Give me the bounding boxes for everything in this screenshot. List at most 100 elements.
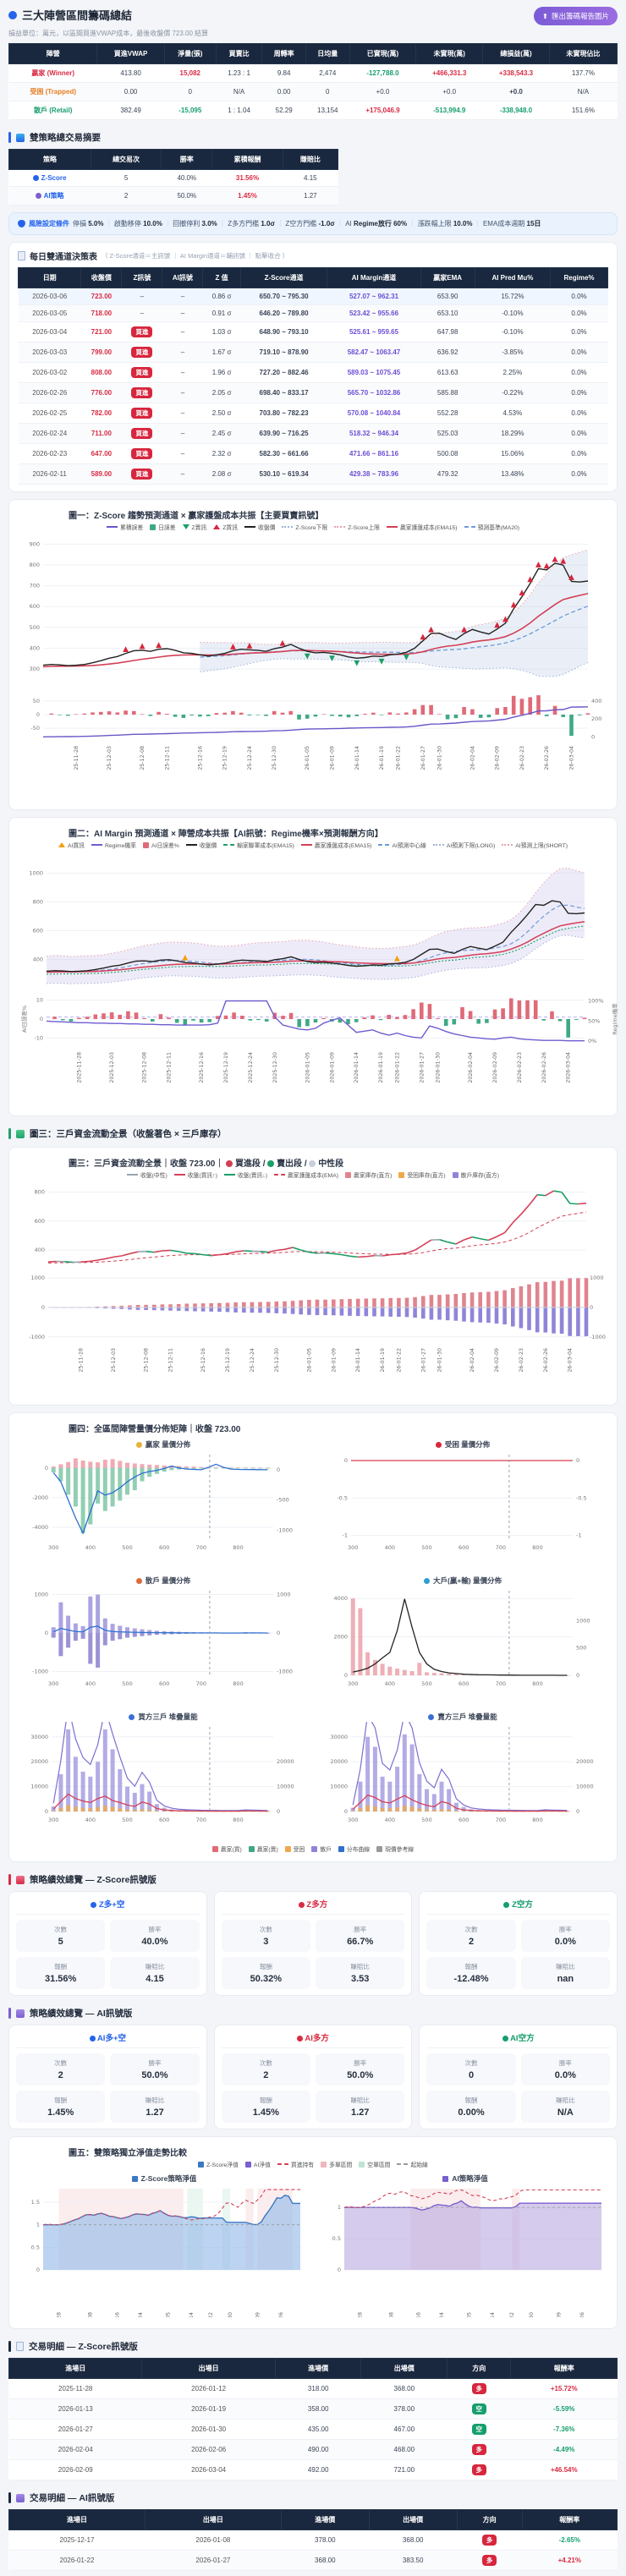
legend-item[interactable]: 贏家護盤成本(EMA15) xyxy=(301,841,372,849)
legend-item[interactable]: AI預測下限(LONG) xyxy=(433,841,495,849)
short-badge: 空 xyxy=(472,2403,487,2414)
legend-item[interactable]: 收盤價 xyxy=(186,841,217,849)
cell: 0 xyxy=(164,83,216,101)
legend-item[interactable]: 買進持有 xyxy=(277,2160,314,2168)
column-header: 策略 xyxy=(9,150,91,170)
cell: 525.61 ~ 959.65 xyxy=(327,322,420,343)
legend-item[interactable]: 日誤差 xyxy=(150,523,175,531)
legend-item[interactable]: 累積誤差 xyxy=(107,523,143,531)
svg-text:50%: 50% xyxy=(588,1017,600,1024)
fig3-title: 圖三：三戶資金流動全景｜收盤 723.00｜ 買進段 / 賣出段 / 中性段 xyxy=(69,1156,608,1169)
section-accent xyxy=(8,132,11,143)
cell: 0.0% xyxy=(551,363,608,383)
legend-item[interactable]: 收盤(賣訊↓) xyxy=(224,1170,267,1179)
legend-item[interactable]: AI日誤差% xyxy=(143,841,179,849)
svg-text:26-01-19: 26-01-19 xyxy=(379,746,385,770)
legend-item[interactable]: 贏家(賣) xyxy=(249,1844,278,1853)
cell: 318.00 xyxy=(275,2379,361,2399)
legend-item[interactable]: 受困庫存(直方) xyxy=(398,1170,445,1179)
cell: 368.00 xyxy=(361,2379,448,2399)
legend-item[interactable]: 輸家聯軍成本(EMA15) xyxy=(223,841,294,849)
cell: 買進 xyxy=(122,403,162,424)
legend-item[interactable]: 多單區間 xyxy=(321,2160,352,2168)
legend-item[interactable]: 收盤價 xyxy=(244,523,275,531)
legend-item[interactable]: 贏家(買) xyxy=(212,1844,242,1853)
svg-text:2026-01-30: 2026-01-30 xyxy=(529,2312,535,2317)
legend-item[interactable]: Z-Score下限 xyxy=(282,523,327,531)
fig5-z-chart[interactable]: 1.510.502025-11-282025-12-082025-12-1620… xyxy=(18,2184,310,2317)
cell: 613.63 xyxy=(420,363,475,383)
legend-item[interactable]: 贏家護盤成本(EMA) xyxy=(274,1170,338,1179)
stat-label: 勝率 xyxy=(113,2058,195,2068)
buy-badge: 買進 xyxy=(131,367,152,378)
legend-item[interactable]: AI預測中心線 xyxy=(378,841,426,849)
legend-item[interactable]: Z買訊 xyxy=(213,523,238,531)
legend-item[interactable]: 起始線 xyxy=(397,2160,427,2168)
stat-label: 次數 xyxy=(430,1925,512,1934)
column-header: 總損益(萬) xyxy=(483,44,550,64)
daily-table-title: 每日雙通道決策表 xyxy=(30,249,97,262)
legend-item[interactable]: 散戶 xyxy=(311,1844,332,1853)
svg-text:2026-01-22: 2026-01-22 xyxy=(509,2312,515,2317)
legend-item[interactable]: 預測基準(MA20) xyxy=(464,523,519,531)
cell: 買進 xyxy=(122,343,162,363)
section-title: 交易明細 — Z-Score訊號版 xyxy=(29,2340,138,2353)
cell: 2025-11-28 xyxy=(9,2379,142,2399)
export-report-button[interactable]: ⬆ 匯出籌碼報告圖片 xyxy=(534,7,618,25)
legend-item[interactable]: Z-Score淨值 xyxy=(198,2160,239,2168)
legend-item[interactable]: AI淨值 xyxy=(245,2160,271,2168)
legend-item[interactable]: 收盤(買訊↑) xyxy=(174,1170,217,1179)
cell: 467.00 xyxy=(361,2420,448,2440)
column-header: 淨量(張) xyxy=(164,44,216,64)
svg-text:26-01-22: 26-01-22 xyxy=(396,746,402,770)
cell: 492.00 xyxy=(275,2460,361,2480)
legend-item[interactable]: 收盤(中性) xyxy=(127,1170,167,1179)
legend-item[interactable]: AI預測上限(SHORT) xyxy=(502,841,568,849)
svg-text:500: 500 xyxy=(122,1680,132,1687)
stat-label: 賺賠比 xyxy=(319,1962,401,1971)
stat-label: 報酬 xyxy=(19,2096,102,2105)
cell: +4.21% xyxy=(522,2551,617,2571)
svg-text:400: 400 xyxy=(35,1247,45,1253)
legend-item[interactable]: 空單區間 xyxy=(359,2160,390,2168)
fig1-chart[interactable]: 900800700600500400300500-50400200025-11-… xyxy=(18,533,623,798)
svg-text:25-11-28: 25-11-28 xyxy=(79,1348,85,1373)
legend-item[interactable]: 分布曲線 xyxy=(338,1844,370,1853)
legend-item[interactable]: 受困 xyxy=(285,1844,305,1853)
legend-item[interactable]: Regime機率 xyxy=(91,841,136,849)
cell: 582.30 ~ 661.66 xyxy=(240,444,327,464)
legend-item[interactable]: 贏家庫存(直方) xyxy=(345,1170,392,1179)
cell: 2026-02-09 xyxy=(9,2460,142,2480)
legend-item[interactable]: 現價參考線 xyxy=(376,1844,414,1853)
legend-item[interactable]: Z賣訊 xyxy=(183,523,207,531)
fig2-chart[interactable]: 1000800600400100-10100%50%0%AI日誤差%Regime… xyxy=(18,851,623,1104)
legend-item[interactable]: 贏家護盤成本(EMA15) xyxy=(387,523,458,531)
fig5-ai-chart[interactable]: 10.502025-11-282025-12-082025-12-162025-… xyxy=(319,2184,612,2317)
legend-item[interactable]: 散戶庫存(直方) xyxy=(453,1170,499,1179)
svg-text:25-12-16: 25-12-16 xyxy=(197,746,203,770)
svg-text:2026-01-14: 2026-01-14 xyxy=(189,2312,195,2317)
legend-item[interactable]: Z-Score上限 xyxy=(334,523,380,531)
legend-item[interactable]: AI買訊 xyxy=(58,841,85,849)
cell: +46.54% xyxy=(511,2460,618,2480)
